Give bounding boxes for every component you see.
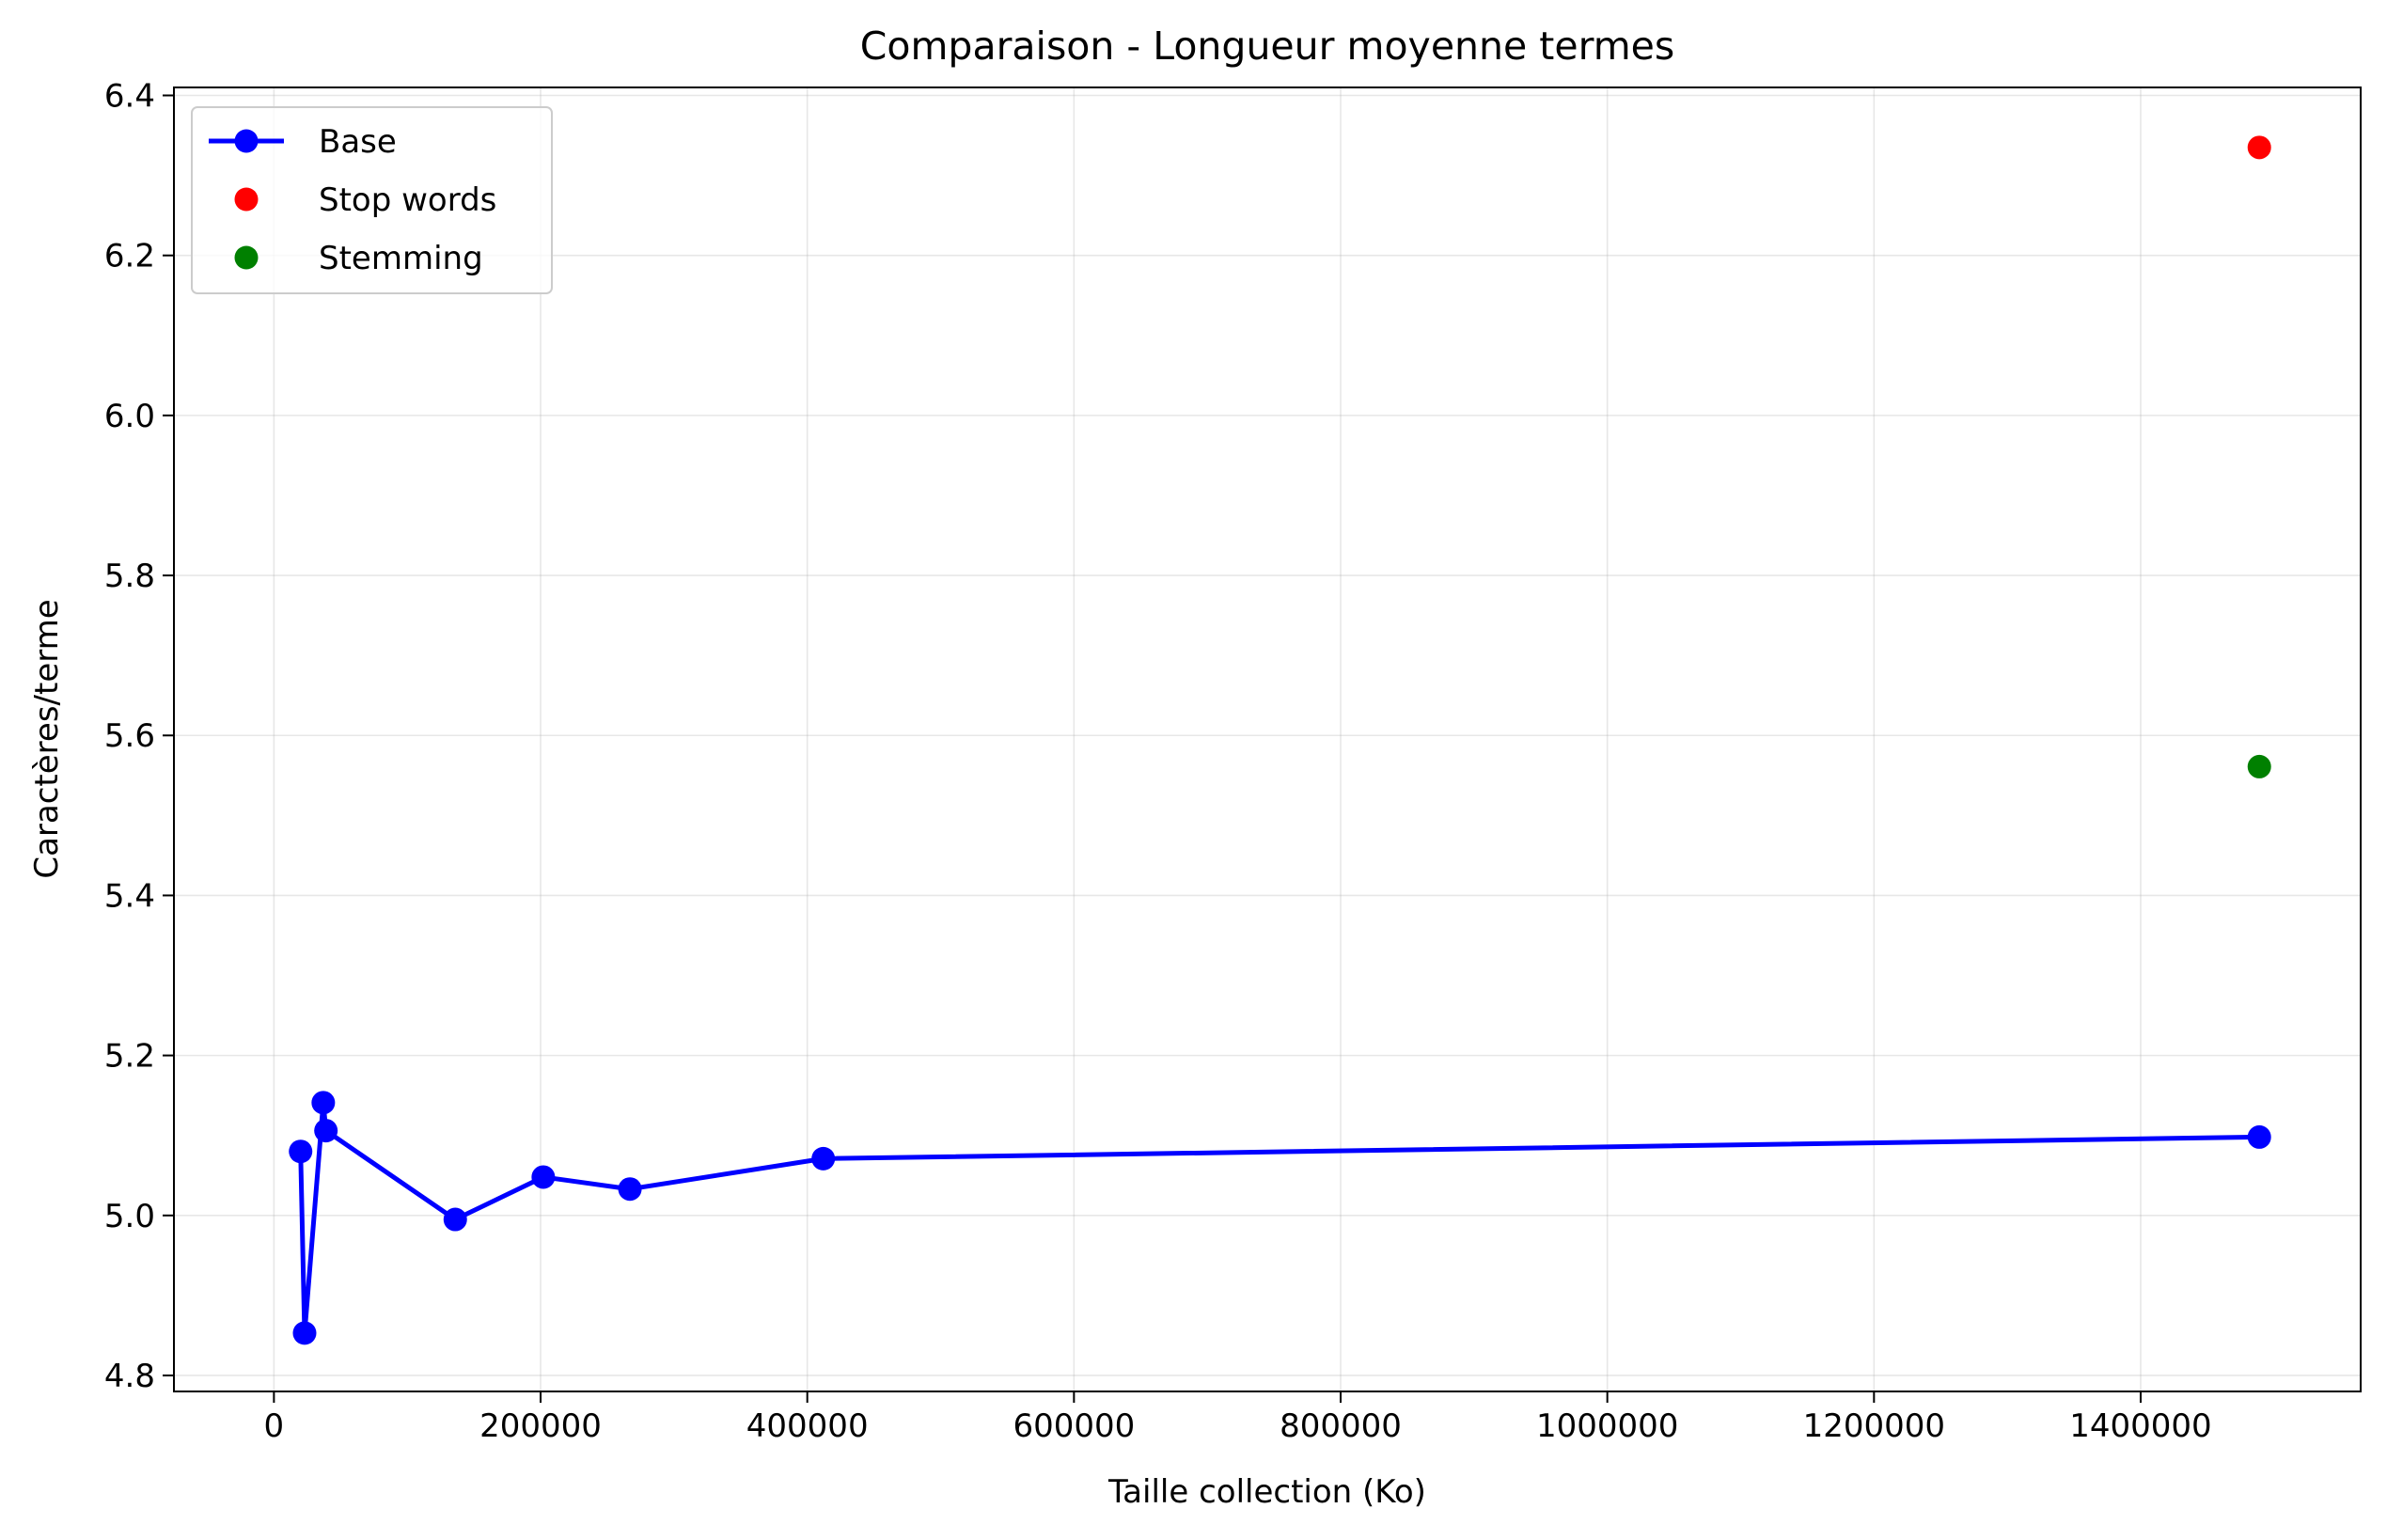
data-point-base xyxy=(314,1119,338,1143)
x-tick-label: 1000000 xyxy=(1536,1407,1678,1445)
x-tick-label: 800000 xyxy=(1280,1407,1402,1445)
series-layer xyxy=(289,135,2271,1345)
x-tick-label: 0 xyxy=(264,1407,285,1445)
x-tick-label: 1200000 xyxy=(1803,1407,1945,1445)
data-point-base xyxy=(292,1321,317,1345)
y-tick-label: 5.0 xyxy=(104,1198,155,1235)
data-point-base xyxy=(531,1165,556,1189)
legend-marker-base xyxy=(234,129,259,153)
x-axis-ticks: 0 200000 400000 600000 800000 1000000 1200000 1… xyxy=(264,1391,2212,1445)
y-tick-label: 5.6 xyxy=(104,717,155,755)
legend-label-base: Base xyxy=(319,123,397,161)
legend: Base Stop words Stemming xyxy=(191,106,553,294)
legend-marker-stop-words xyxy=(234,187,259,212)
chart-title: Comparaison - Longueur moyenne termes xyxy=(860,24,1674,69)
y-tick-label: 6.0 xyxy=(104,398,155,435)
y-axis-label: Caractères/terme xyxy=(28,599,66,878)
x-axis-label: Taille collection (Ko) xyxy=(1107,1473,1426,1511)
data-point-base xyxy=(618,1177,642,1202)
legend-label-stop-words: Stop words xyxy=(319,181,496,219)
x-tick-label: 400000 xyxy=(746,1407,869,1445)
data-point-base xyxy=(2247,1124,2271,1149)
data-point-stop-words xyxy=(2247,135,2271,160)
y-tick-label: 6.4 xyxy=(104,78,155,116)
grid-lines xyxy=(174,87,2361,1391)
y-tick-label: 5.4 xyxy=(104,877,155,915)
y-tick-label: 6.2 xyxy=(104,238,155,275)
y-tick-label: 4.8 xyxy=(104,1358,155,1395)
x-tick-label: 600000 xyxy=(1013,1407,1135,1445)
data-point-base xyxy=(311,1091,336,1115)
data-point-base xyxy=(289,1139,313,1164)
x-tick-label: 1400000 xyxy=(2069,1407,2211,1445)
x-tick-label: 200000 xyxy=(479,1407,602,1445)
y-axis-ticks: 4.8 5.0 5.2 5.4 5.6 5.8 6.0 6.2 6.4 xyxy=(104,78,174,1395)
y-tick-label: 5.8 xyxy=(104,558,155,595)
legend-label-stemming: Stemming xyxy=(319,240,483,277)
legend-marker-stemming xyxy=(234,245,259,270)
data-point-base xyxy=(811,1146,836,1171)
data-point-stemming xyxy=(2247,754,2271,778)
legend-box xyxy=(191,106,553,294)
plot-frame xyxy=(173,86,2362,1392)
data-point-base xyxy=(443,1207,467,1232)
y-tick-label: 5.2 xyxy=(104,1038,155,1076)
